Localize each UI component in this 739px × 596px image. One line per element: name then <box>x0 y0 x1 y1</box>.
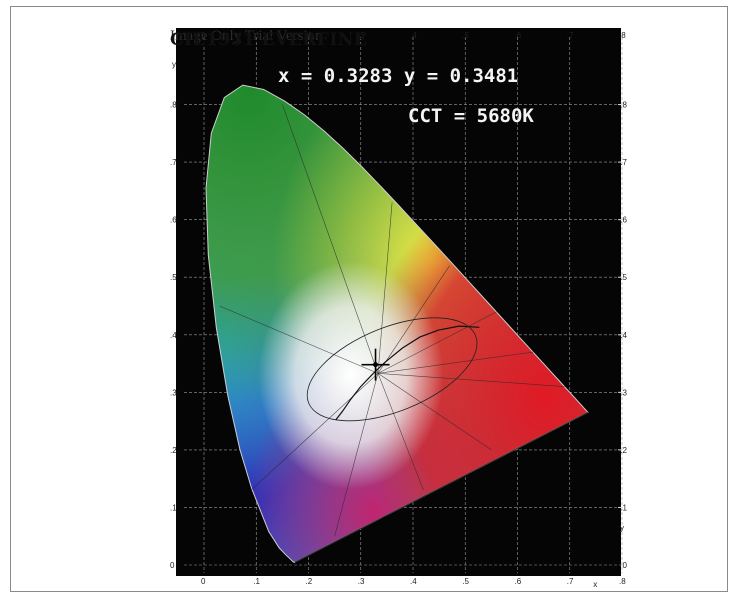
x-tick-label-top: .2 <box>306 31 313 40</box>
y-tick-label: .5 <box>170 273 177 282</box>
chart-overlay <box>219 104 622 563</box>
region-boundary-line <box>282 104 379 374</box>
x-tick-label-top: .7 <box>567 31 574 40</box>
y-tick-label: .2 <box>170 446 177 455</box>
x-tick-label-top: .4 <box>410 31 417 40</box>
y-tick-label: .7 <box>170 158 177 167</box>
x-tick-label-top: 0 <box>201 31 206 40</box>
x-tick-label: .6 <box>515 577 522 586</box>
y-tick-label-right: 0 <box>623 561 628 570</box>
y-tick-label-right: .5 <box>620 273 627 282</box>
y-tick-label: .4 <box>170 331 177 340</box>
x-axis-letter: x <box>593 580 597 589</box>
x-tick-label: 0 <box>201 577 206 586</box>
data-points <box>361 348 390 381</box>
x-tick-label: .4 <box>410 577 417 586</box>
cie-chart-svg: 0 0 .1 .1 .2 .2 .3 .3 .4 .4 .5 .5 .6 .6 .7 .7 .8 .8 0 0 .1 .1… <box>170 28 628 589</box>
x-tick-label: .8 <box>619 577 626 586</box>
measurement-point <box>373 362 379 368</box>
x-tick-label-top: .5 <box>462 31 469 40</box>
x-tick-label-top: .8 <box>619 31 626 40</box>
y-tick-label: .8 <box>170 101 177 110</box>
y-tick-label: .1 <box>170 503 177 512</box>
y-tick-label-right: .8 <box>620 101 627 110</box>
white-region-ellipse <box>306 317 478 422</box>
planckian-locus <box>335 325 480 421</box>
region-boundary-line <box>377 373 424 491</box>
x-tick-label: .3 <box>358 577 365 586</box>
x-tick-label: .1 <box>253 577 260 586</box>
y-tick-label-right: .1 <box>620 503 627 512</box>
region-boundary-line <box>377 351 534 374</box>
region-boundary-line <box>250 373 379 491</box>
watermark-text: Image Only Trial Version <box>170 28 323 44</box>
y-tick-label-right: .7 <box>620 158 627 167</box>
y-axis-letter: y <box>620 523 624 532</box>
x-tick-label-top: .6 <box>515 31 522 40</box>
x-tick-label-top: .3 <box>358 31 365 40</box>
coords-readout: x = 0.3283 y = 0.3481 <box>278 65 518 87</box>
y-axis-letter-left: y <box>172 60 176 69</box>
x-tick-label: .5 <box>462 577 469 586</box>
y-tick-label-right: .2 <box>620 446 627 455</box>
y-tick-label-right: .4 <box>620 331 627 340</box>
axis-ticks: 0 0 .1 .1 .2 .2 .3 .3 .4 .4 .5 .5 .6 .6 .7 .7 .8 .8 0 0 .1 .1… <box>170 31 628 589</box>
x-tick-label: .2 <box>306 577 313 586</box>
region-boundary-line <box>377 373 492 451</box>
y-tick-label-right: .6 <box>620 216 627 225</box>
x-tick-label-top: .1 <box>253 31 260 40</box>
chromaticity-figure: 0 0 .1 .1 .2 .2 .3 .3 .4 .4 .5 .5 .6 .6 .7 .7 .8 .8 0 0 .1 .1… <box>166 22 628 592</box>
y-tick-label: 0 <box>170 561 175 570</box>
chart-title: CIE1931 EVERFINE <box>170 30 368 50</box>
spectral-locus-outline <box>205 84 589 563</box>
purple-boundary-line <box>294 411 589 563</box>
region-boundary-line <box>377 202 393 374</box>
region-boundary-line <box>219 305 379 374</box>
y-tick-label: .6 <box>170 216 177 225</box>
region-boundary-line <box>334 373 379 537</box>
y-tick-label: .3 <box>170 388 177 397</box>
x-tick-label: .7 <box>567 577 574 586</box>
y-tick-label-right: .3 <box>620 388 627 397</box>
region-boundary-line <box>377 373 565 387</box>
cct-readout: CCT = 5680K <box>408 105 534 127</box>
region-boundary-line <box>377 311 497 374</box>
